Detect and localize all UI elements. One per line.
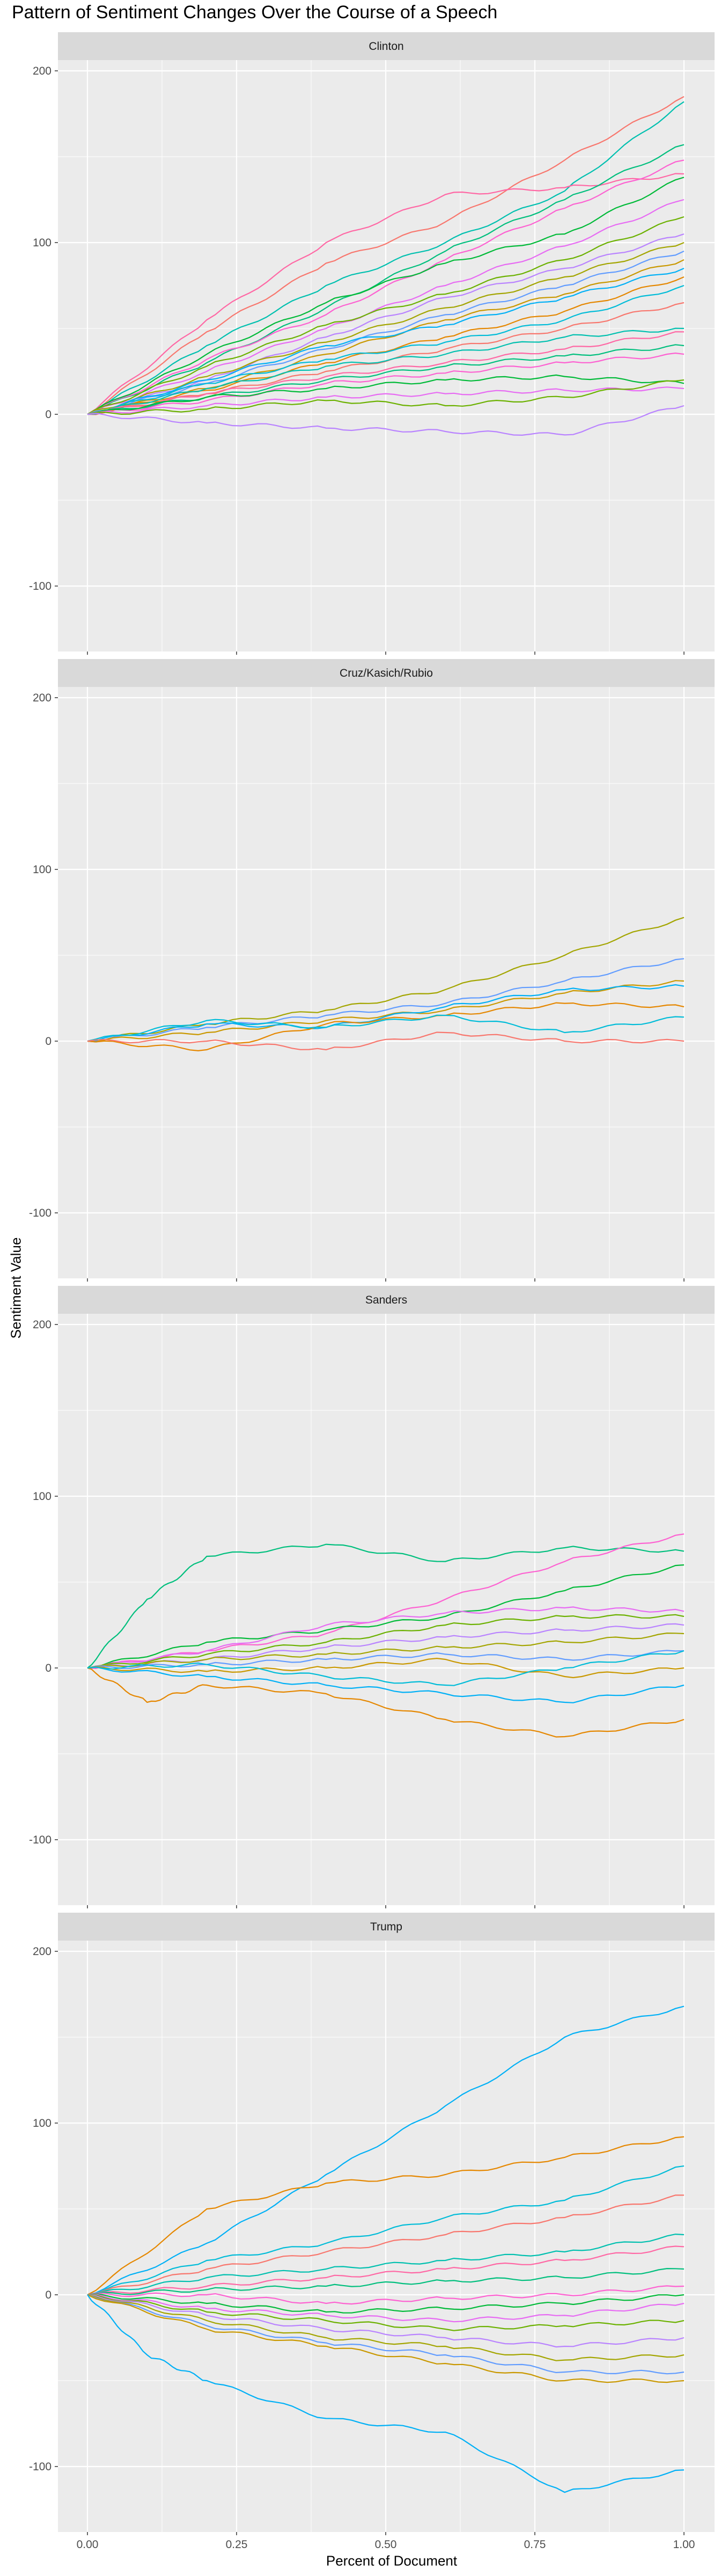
y-tick-label: 0 <box>45 1035 52 1048</box>
x-tick-label: 0.25 <box>226 2538 248 2551</box>
series-line <box>87 2294 685 2348</box>
series-line <box>87 2294 685 2361</box>
series-line <box>87 199 685 415</box>
series-line <box>87 344 685 415</box>
y-tick-label: -100 <box>29 1207 52 1219</box>
y-tick-label: 0 <box>45 408 52 421</box>
series-line <box>87 1614 685 1669</box>
series-line <box>87 2293 685 2323</box>
series-line <box>87 101 685 415</box>
series-line <box>87 2006 685 2296</box>
series-line <box>87 1650 685 1669</box>
series-line <box>87 405 685 436</box>
series-line <box>87 177 685 415</box>
series-line <box>87 2165 685 2296</box>
series-line <box>87 1606 685 1669</box>
series-line <box>87 267 685 415</box>
x-tick-label: 0.75 <box>524 2538 546 2551</box>
series-line <box>87 379 685 415</box>
y-tick-label: -100 <box>29 1834 52 1846</box>
series-line <box>87 1543 685 1668</box>
y-tick-label: 200 <box>33 692 52 704</box>
series-line <box>87 327 685 415</box>
facet-strip-label: Cruz/Kasich/Rubio <box>340 667 433 679</box>
facet-strip-label: Clinton <box>369 40 403 53</box>
series-line <box>87 2293 685 2314</box>
series-line <box>87 96 685 415</box>
series-line <box>87 1667 685 1738</box>
series-line <box>87 2294 685 2383</box>
series-line <box>87 1002 685 1052</box>
facet-panel: Clinton -100 0 100 200 <box>29 32 715 655</box>
chart-title: Pattern of Sentiment Changes Over the Co… <box>12 2 498 23</box>
x-tick-label: 1.00 <box>673 2538 695 2551</box>
series-line <box>87 144 685 415</box>
facet-strip <box>58 659 715 687</box>
series-line <box>87 1650 685 1686</box>
facet-strip <box>58 32 715 60</box>
x-tick-label: 0.50 <box>375 2538 397 2551</box>
series-line <box>87 251 685 415</box>
y-tick-label: -100 <box>29 580 52 592</box>
series-line <box>87 2294 685 2375</box>
series-line <box>87 2285 685 2305</box>
y-tick-label: 100 <box>33 863 52 876</box>
series-line <box>87 2136 685 2295</box>
series-line <box>87 2245 685 2296</box>
series-line <box>87 276 685 415</box>
series-line <box>87 331 685 415</box>
facet-strip <box>58 1913 715 1941</box>
series-line <box>87 2233 685 2296</box>
series-line <box>87 2267 685 2296</box>
facet-strip <box>58 1286 715 1314</box>
y-tick-label: 100 <box>33 237 52 249</box>
y-tick-label: 200 <box>33 65 52 77</box>
y-tick-label: -100 <box>29 2461 52 2473</box>
series-line <box>87 2294 685 2331</box>
y-tick-label: 0 <box>45 2289 52 2301</box>
facet-strip-label: Trump <box>370 1921 402 1933</box>
facet-panel: Cruz/Kasich/Rubio -100 0 100 200 <box>29 659 715 1282</box>
series-line <box>87 173 685 415</box>
series-line <box>87 1666 685 1703</box>
series-line <box>87 2194 685 2296</box>
series-line <box>87 1014 685 1042</box>
facet-panel: Sanders -100 0 100 200 <box>29 1286 715 1908</box>
series-line <box>87 2294 685 2493</box>
series-line <box>87 984 685 1042</box>
y-tick-label: 100 <box>33 1490 52 1503</box>
series-line <box>87 159 685 415</box>
x-axis-title: Percent of Document <box>326 2552 458 2569</box>
series-line <box>87 980 685 1043</box>
facet-panel: Trump -100 0 100 200 0.00 0.25 0.50 0.75 1.00 <box>29 1913 715 2551</box>
series-line <box>87 374 685 415</box>
series-line <box>87 1533 685 1669</box>
y-tick-label: 200 <box>33 1319 52 1331</box>
series-line <box>87 284 685 415</box>
y-tick-label: 200 <box>33 1945 52 1958</box>
series-line <box>87 958 685 1043</box>
facet-strip-label: Sanders <box>365 1294 407 1306</box>
x-tick-label: 0.00 <box>77 2538 99 2551</box>
y-tick-label: 0 <box>45 1662 52 1674</box>
series-line <box>87 386 685 415</box>
series-line <box>87 1632 685 1669</box>
series-line <box>87 352 685 415</box>
series-line <box>87 1564 685 1669</box>
series-line <box>87 1657 685 1679</box>
y-tick-label: 100 <box>33 2117 52 2129</box>
series-line <box>87 1031 685 1051</box>
series-line <box>87 241 685 415</box>
series-line <box>87 216 685 415</box>
